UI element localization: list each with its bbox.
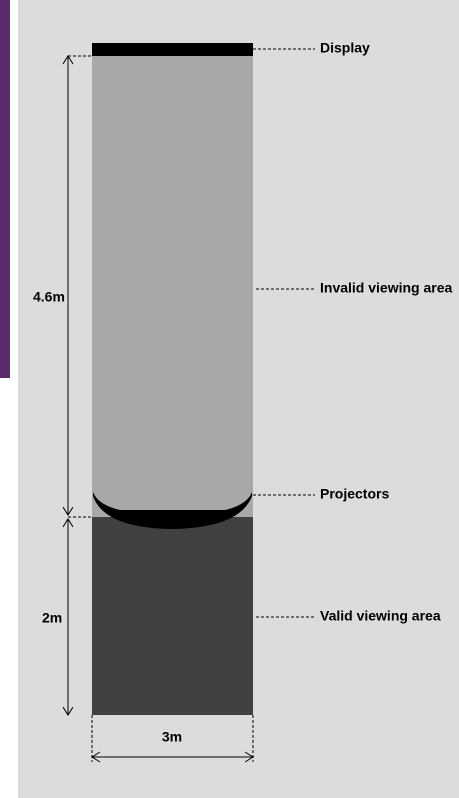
display-label: Display — [320, 40, 370, 56]
side-bar — [0, 0, 10, 378]
projectors-label: Projectors — [320, 486, 389, 502]
valid-area-label: Valid viewing area — [320, 608, 441, 624]
width-label: 3m — [162, 729, 182, 745]
valid-area-shape — [92, 517, 253, 715]
invalid-depth-label: 4.6m — [33, 289, 65, 305]
invalid-area-shape — [92, 56, 253, 517]
leader-lines — [253, 48, 315, 618]
valid-depth-label: 2m — [42, 610, 62, 626]
invalid-area-label: Invalid viewing area — [320, 280, 452, 296]
dimension-lines — [62, 55, 254, 763]
display-shape — [92, 43, 253, 56]
projectors-shape — [93, 492, 252, 529]
